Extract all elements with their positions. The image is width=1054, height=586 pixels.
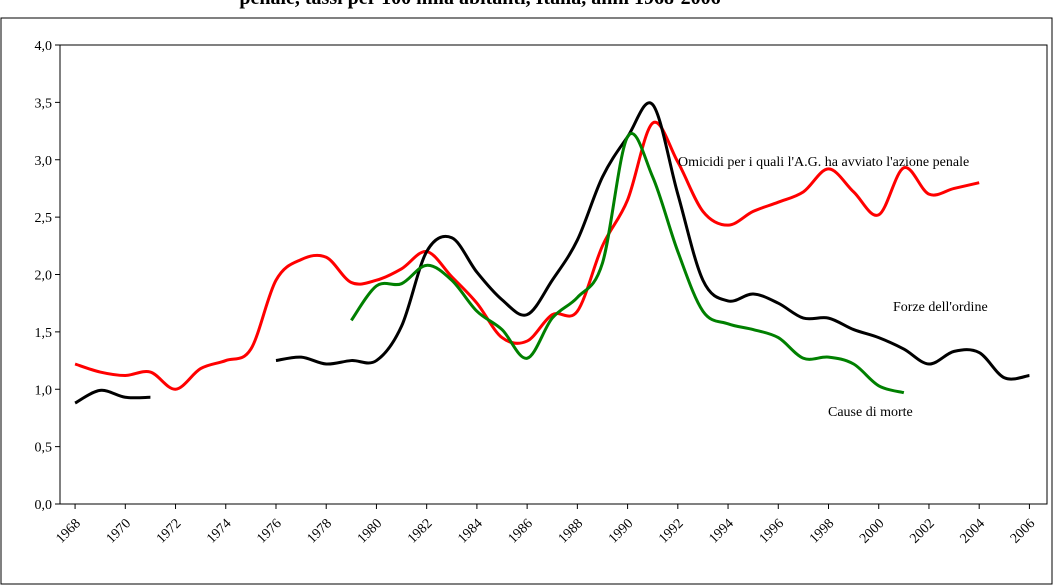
series-line (275, 101, 1030, 381)
y-tick-label: 1,5 (35, 326, 53, 341)
x-tick-label: 1976 (254, 516, 284, 546)
x-tick-label: 1996 (757, 516, 787, 546)
y-tick-label: 4,0 (35, 39, 53, 54)
x-tick-label: 1986 (506, 516, 536, 546)
x-tick-label: 1980 (355, 516, 385, 546)
x-tick-label: 1968 (53, 516, 83, 546)
x-tick-label: 2004 (958, 516, 988, 546)
y-tick-label: 0,5 (35, 441, 53, 456)
x-tick-label: 1984 (455, 516, 485, 546)
x-tick-label: 2002 (907, 516, 937, 546)
x-tick-label: 1972 (154, 516, 184, 546)
series-label: Forze dell'ordine (893, 300, 988, 315)
x-tick-label: 1992 (656, 516, 686, 546)
x-tick-label: 2000 (857, 516, 887, 546)
series-line (74, 120, 980, 391)
series-label: Omicidi per i quali l'A.G. ha avviato l'… (678, 155, 969, 170)
y-tick-label: 3,0 (35, 154, 53, 169)
x-tick-label: 1970 (104, 516, 134, 546)
x-tick-label: 2006 (1008, 516, 1038, 546)
x-tick-label: 1978 (305, 516, 335, 546)
plot-area (59, 44, 1048, 505)
series-label: Cause di morte (828, 405, 913, 420)
x-tick-label: 1994 (706, 516, 736, 546)
x-tick-label: 1982 (405, 516, 435, 546)
series-line (74, 388, 151, 405)
y-tick-label: 1,0 (35, 383, 53, 398)
series-line (350, 132, 905, 395)
x-tick-label: 1990 (606, 516, 636, 546)
x-tick-label: 1974 (204, 516, 234, 546)
x-tick-label: 1988 (556, 516, 586, 546)
x-tick-label: 1998 (807, 516, 837, 546)
y-tick-label: 2,5 (35, 211, 53, 226)
y-tick-label: 2,0 (35, 269, 53, 284)
y-tick-label: 3,5 (35, 96, 53, 111)
chart-title: penale, tassi per 100 mila abitanti, Ita… (239, 0, 720, 9)
y-tick-label: 0,0 (35, 498, 53, 513)
chart-frame (0, 17, 1053, 585)
